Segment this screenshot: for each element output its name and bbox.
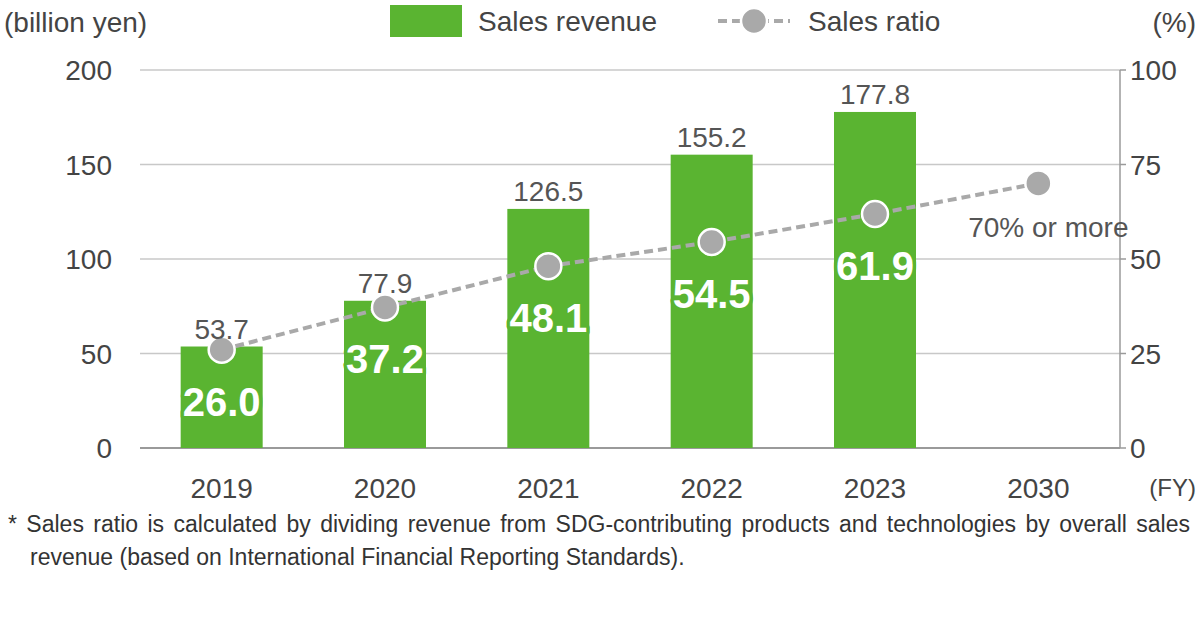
x-tick-label: 2019 <box>191 473 253 504</box>
bar-value-label: 155.2 <box>677 122 747 153</box>
bar-value-label: 177.8 <box>840 79 910 110</box>
x-tick-label: 2030 <box>1007 473 1069 504</box>
y-tick-label: 150 <box>65 150 112 181</box>
ratio-marker <box>862 201 888 227</box>
grid-line <box>140 353 1120 355</box>
ratio-value-label: 61.9 <box>836 244 914 288</box>
y2-tick <box>1120 353 1126 355</box>
legend: Sales revenue Sales ratio <box>390 5 940 37</box>
plot-area <box>181 112 1052 448</box>
y2-tick-label: 25 <box>1130 339 1161 370</box>
y2-axis-label: (%) <box>1152 7 1196 38</box>
y2-tick-label: 75 <box>1130 150 1161 181</box>
ratio-line <box>222 183 1039 349</box>
bar <box>671 155 753 448</box>
ratio-value-label: 70% or more <box>968 212 1128 243</box>
grid-line <box>140 164 1120 166</box>
grid-line <box>140 69 1120 71</box>
bar <box>507 209 589 448</box>
ratio-value-label: 54.5 <box>673 272 751 316</box>
x-axis-line <box>140 447 1120 449</box>
legend-label: Sales revenue <box>478 6 657 37</box>
y2-tick <box>1120 447 1126 449</box>
legend-label: Sales ratio <box>808 6 940 37</box>
y-axis-label: (billion yen) <box>4 7 147 38</box>
x-tick-label: 2022 <box>681 473 743 504</box>
y2-tick <box>1120 164 1126 166</box>
bar <box>834 112 916 448</box>
data-labels: 53.7 77.9 126.5 155.2 177.8 26.0 37.2 48.1 54.5 6… <box>183 79 1129 424</box>
y2-tick-label: 100 <box>1130 55 1177 86</box>
grid-line <box>140 447 1120 449</box>
bar-value-label: 77.9 <box>358 268 413 299</box>
x-axis-label: (FY) <box>1149 474 1196 501</box>
footnote: * Sales ratio is calculated by dividing … <box>8 508 1190 574</box>
x-tick-label: 2023 <box>844 473 906 504</box>
ratio-value-label: 37.2 <box>346 337 424 381</box>
y2-tick-label: 50 <box>1130 244 1161 275</box>
bar-value-label: 126.5 <box>513 176 583 207</box>
y2-tick-label: 0 <box>1130 433 1146 464</box>
y-tick-label: 0 <box>96 433 112 464</box>
bar-value-label: 53.7 <box>194 314 249 345</box>
y-tick-label: 200 <box>65 55 112 86</box>
legend-swatch <box>390 5 462 37</box>
y-tick-label: 50 <box>81 339 112 370</box>
x-tick-label: 2021 <box>517 473 579 504</box>
grid-line <box>140 258 1120 260</box>
ratio-value-label: 48.1 <box>509 296 587 340</box>
ratio-value-label: 26.0 <box>183 380 261 424</box>
ratio-marker <box>699 229 725 255</box>
ratio-marker <box>535 253 561 279</box>
y-tick-label: 100 <box>65 244 112 275</box>
x-tick-label: 2020 <box>354 473 416 504</box>
bar <box>344 301 426 448</box>
y2-tick <box>1120 258 1126 260</box>
ratio-marker <box>1025 170 1051 196</box>
y2-tick <box>1120 69 1126 71</box>
legend-marker <box>741 8 767 34</box>
